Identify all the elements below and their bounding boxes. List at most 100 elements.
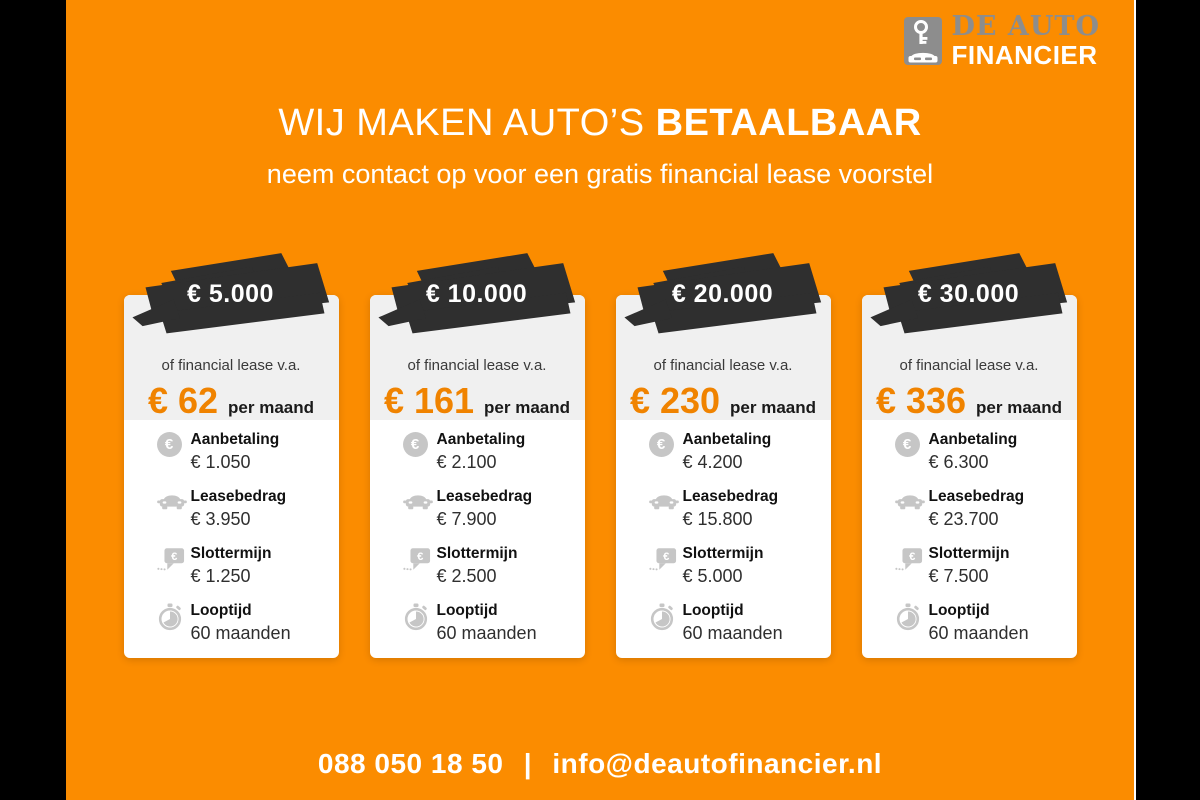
list-item: € Slottermijn € 7.500 [894,544,1067,592]
car-icon [894,495,925,510]
item-value: 60 maanden [190,623,291,644]
card-details-list: € Aanbetaling € 6.300 Leasebedrag € 23.7… [862,420,1077,649]
list-item: € Aanbetaling € 2.100 [402,430,575,478]
item-value: 60 maanden [928,623,1029,644]
per-month-label: per maand [976,398,1063,417]
per-month-label: per maand [730,398,817,417]
item-label: Looptijd [682,602,744,619]
list-item: € Slottermijn € 5.000 [648,544,821,592]
list-item: € Slottermijn € 1.250 [156,544,329,592]
per-month-label: per maand [228,398,315,417]
monthly-price: € 336 [875,380,967,421]
lease-card-5000: € 5.000 of financial lease v.a. € 62 per… [123,251,339,658]
list-item: Looptijd 60 maanden [403,601,575,649]
item-label: Slottermijn [928,545,1010,562]
item-label: Aanbetaling [190,431,280,448]
card-price-section: of financial lease v.a. € 161 per maand [369,295,585,422]
item-value: € 2.100 [436,452,497,473]
car-icon [402,495,433,510]
list-item: Leasebedrag € 3.950 [156,487,329,535]
euro-coin-icon: € [894,432,920,457]
card-details-list: € Aanbetaling € 4.200 Leasebedrag € 15.8… [616,420,831,649]
price-tag-bubble-icon: € [402,548,430,571]
stopwatch-icon [158,603,181,631]
item-label: Looptijd [436,602,498,619]
lease-label: of financial lease v.a. [407,357,547,374]
card-price-section: of financial lease v.a. € 336 per maand [861,295,1077,422]
euro-coin-icon: € [156,432,182,457]
title-bold: BETAALBAAR [655,102,922,144]
item-label: Slottermijn [190,545,272,562]
item-label: Looptijd [190,602,252,619]
footer-contact: 088 050 18 50 | info@deautofinancier.nl [66,748,1134,780]
card-price-section: of financial lease v.a. € 62 per maand [123,295,339,422]
svg-text:€: € [909,551,916,563]
item-label: Leasebedrag [190,488,287,505]
lease-label: of financial lease v.a. [899,357,1039,374]
email-address: info@deautofinancier.nl [552,748,883,779]
item-value: € 4.200 [682,452,743,473]
list-item: € Slottermijn € 2.500 [402,544,575,592]
price-row: € 336 per maand [862,380,1077,422]
monthly-price: € 161 [383,380,475,421]
page-subtitle: neem contact op voor een gratis financia… [266,159,934,189]
item-value: € 7.500 [928,566,989,587]
price-tag-bubble-icon: € [648,548,676,571]
stopwatch-icon [650,603,673,631]
item-value: € 5.000 [682,566,743,587]
monthly-price: € 230 [629,380,721,421]
list-item: Looptijd 60 maanden [895,601,1067,649]
list-item: € Aanbetaling € 1.050 [156,430,329,478]
monthly-price: € 62 [147,380,219,421]
item-value: 60 maanden [436,623,537,644]
separator: | [523,748,533,779]
item-value: € 15.800 [682,509,753,530]
lease-card-10000: € 10.000 of financial lease v.a. € 161 p… [369,251,585,658]
list-item: Leasebedrag € 15.800 [648,487,821,535]
item-label: Slottermijn [436,545,518,562]
key-car-badge-icon [903,16,942,65]
item-label: Leasebedrag [436,488,533,505]
car-icon [648,495,679,510]
banner-content: DE AUTO FINANCIER WIJ MAKEN AUTO’S BETAA… [66,0,1136,800]
lease-card-20000: € 20.000 of financial lease v.a. € 230 p… [615,251,831,658]
item-value: € 2.500 [436,566,497,587]
brand-logo: DE AUTO FINANCIER [903,13,1101,68]
item-value: € 1.050 [190,452,251,473]
list-item: Looptijd 60 maanden [157,601,329,649]
lease-label: of financial lease v.a. [653,357,793,374]
brand-name-line2: FINANCIER [951,40,1098,70]
list-item: Leasebedrag € 23.700 [894,487,1067,535]
svg-text:€: € [663,551,670,563]
list-item: € Aanbetaling € 4.200 [648,430,821,478]
item-label: Aanbetaling [682,431,772,448]
price-tag-bubble-icon: € [894,548,922,571]
price-row: € 62 per maand [124,380,339,422]
brand-name: DE AUTO FINANCIER [952,13,1101,68]
svg-text:€: € [171,551,178,563]
list-item: Leasebedrag € 7.900 [402,487,575,535]
title-regular: WIJ MAKEN AUTO’S [278,102,645,144]
page-title: WIJ MAKEN AUTO’S BETAALBAAR [66,102,1134,145]
item-value: € 3.950 [190,509,251,530]
item-value: € 23.700 [928,509,999,530]
stopwatch-icon [404,603,427,631]
price-row: € 230 per maand [616,380,831,422]
item-label: Leasebedrag [682,488,779,505]
card-price-section: of financial lease v.a. € 230 per maand [615,295,831,422]
list-item: € Aanbetaling € 6.300 [894,430,1067,478]
item-label: Leasebedrag [928,488,1025,505]
per-month-label: per maand [484,398,571,417]
item-label: Aanbetaling [928,431,1018,448]
phone-number: 088 050 18 50 [317,748,504,779]
card-details-list: € Aanbetaling € 1.050 Leasebedrag € 3.95… [124,420,339,649]
item-value: 60 maanden [682,623,783,644]
header: WIJ MAKEN AUTO’S BETAALBAAR neem contact… [66,102,1134,190]
svg-text:€: € [417,551,424,563]
stopwatch-icon [896,603,919,631]
item-value: € 1.250 [190,566,251,587]
price-row: € 161 per maand [370,380,585,422]
lease-cards-row: € 5.000 of financial lease v.a. € 62 per… [66,251,1134,658]
card-details-list: € Aanbetaling € 2.100 Leasebedrag € 7.90… [370,420,585,649]
